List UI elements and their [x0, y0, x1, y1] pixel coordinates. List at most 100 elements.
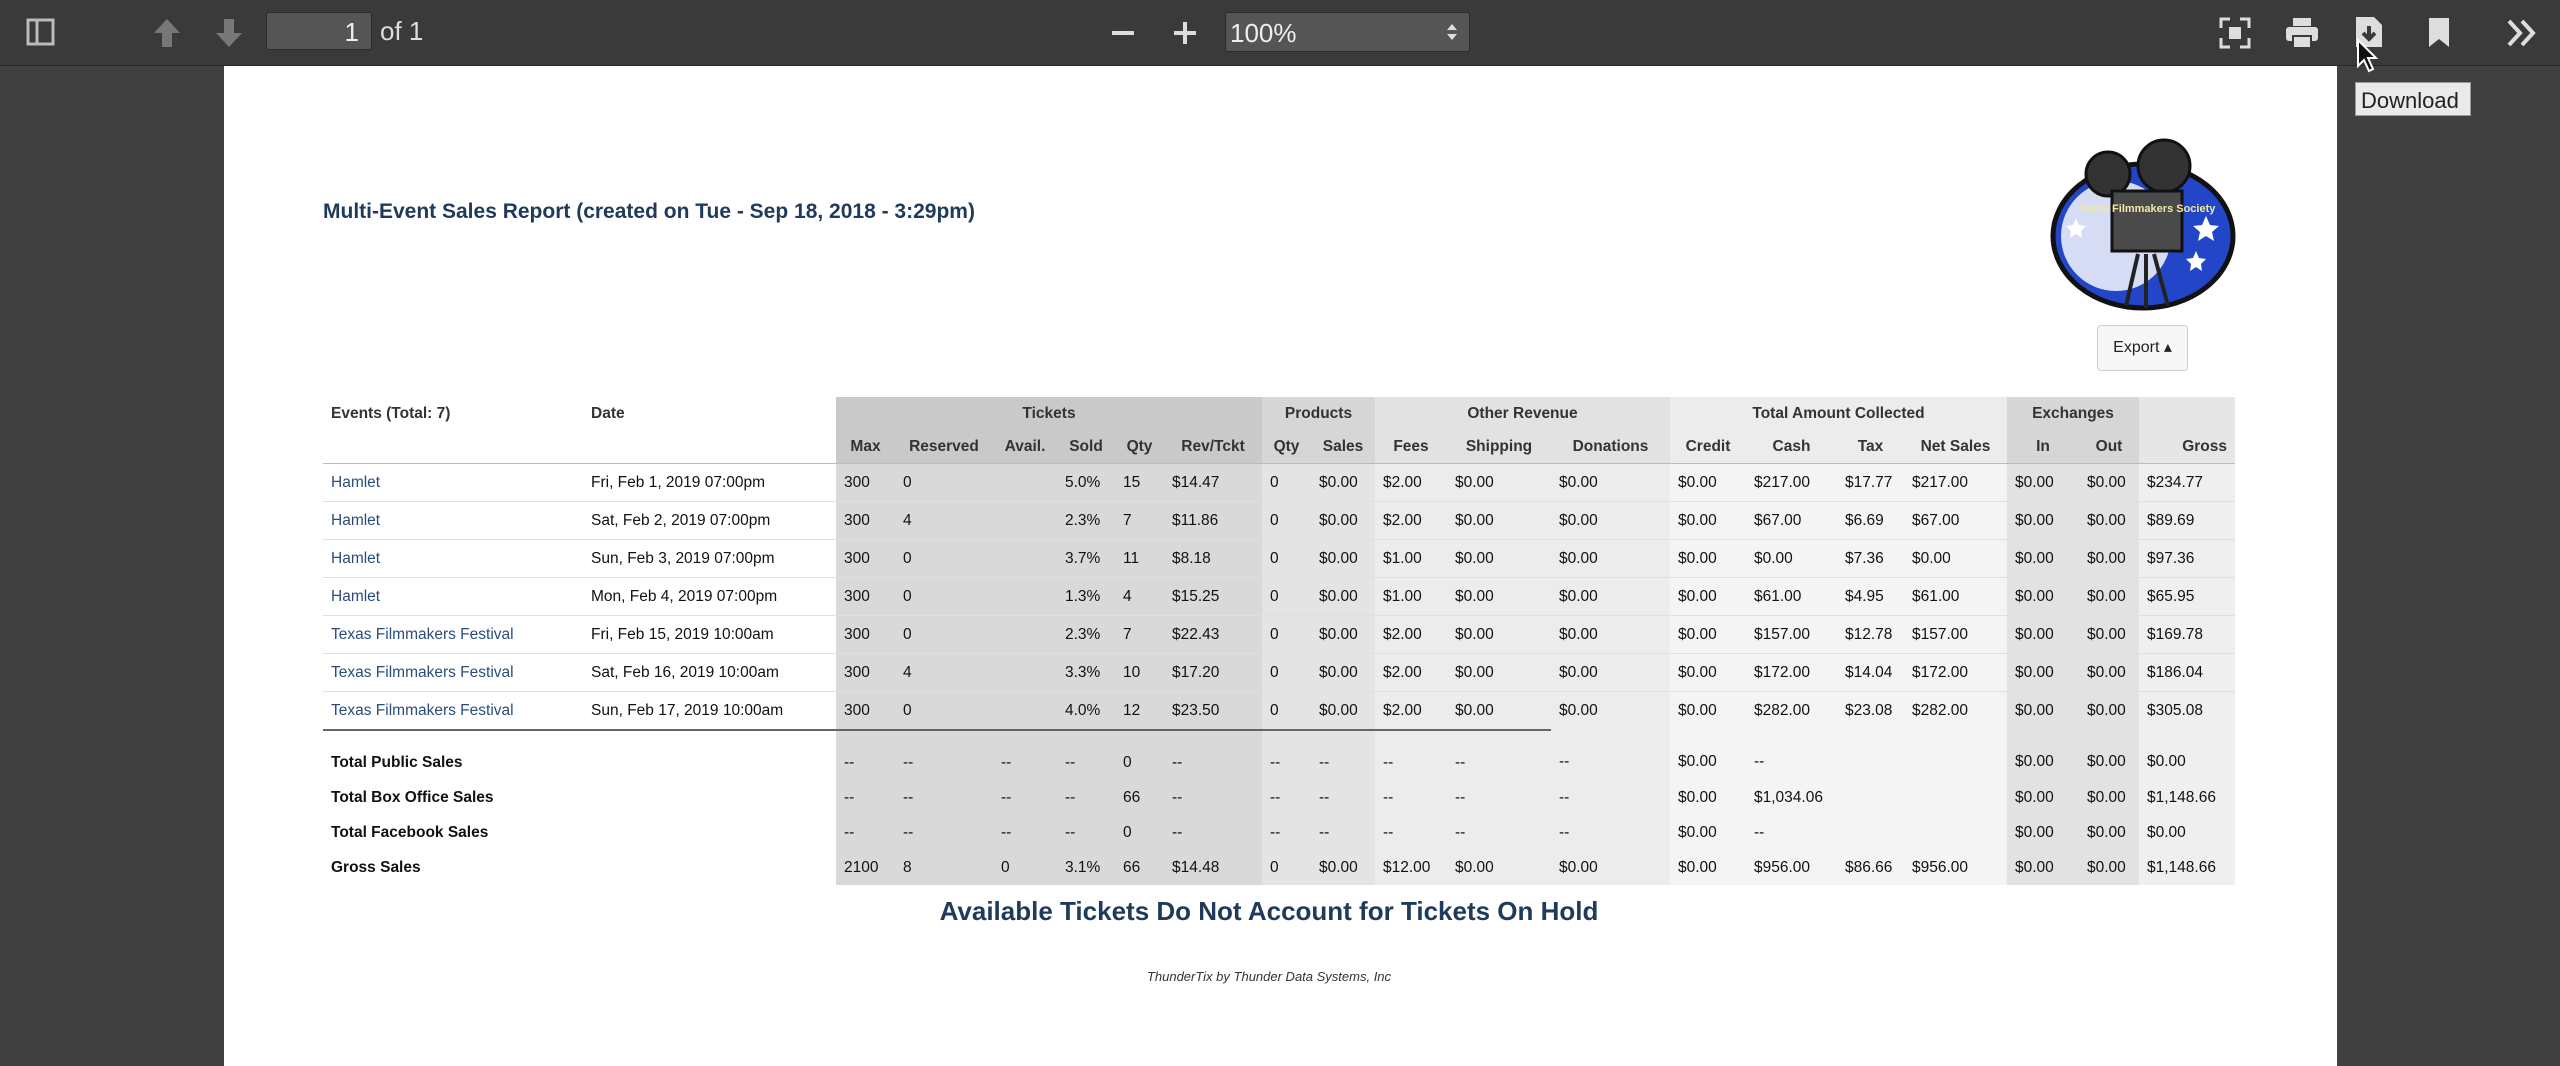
cell: --	[1262, 780, 1311, 815]
cell: 7	[1115, 501, 1164, 540]
cell: $956.00	[1904, 850, 2007, 885]
print[interactable]	[2284, 16, 2320, 50]
cell: $0.00	[1311, 539, 1375, 578]
cell: $0.00	[2139, 815, 2235, 850]
cell: $17.77	[1837, 463, 1904, 502]
column-header: Net Sales	[1904, 430, 2007, 464]
cell: 4	[1115, 577, 1164, 616]
event-link[interactable]: Hamlet	[323, 501, 583, 540]
cell: $0.00	[2139, 730, 2235, 780]
cell	[1904, 730, 2007, 780]
bookmark[interactable]	[2426, 16, 2452, 50]
cell: --	[993, 780, 1057, 815]
tools[interactable]	[2506, 18, 2540, 48]
cell: 0	[1262, 691, 1311, 730]
table-row: Hamlet Mon, Feb 4, 2019 07:00pm 300 0 1.3% 4 $…	[323, 577, 2235, 616]
zoom-in[interactable]	[1170, 18, 1200, 48]
cell: $1,148.66	[2139, 780, 2235, 815]
cell: $0.00	[2007, 691, 2079, 730]
column-header: Avail.	[993, 430, 1057, 464]
cell: --	[1551, 815, 1670, 850]
sidebar-toggle[interactable]	[26, 17, 56, 47]
cell: 2.3%	[1057, 615, 1115, 654]
column-header: Rev/Tckt	[1164, 430, 1262, 464]
cell	[993, 539, 1057, 578]
table-row: Total Box Office Sales -- -- -- -- 66 -- -- -- --…	[323, 780, 2235, 815]
cell	[993, 501, 1057, 540]
cell: 12	[1115, 691, 1164, 730]
column-header: Qty	[1115, 430, 1164, 464]
page-number[interactable]: 1	[266, 12, 372, 50]
event-link[interactable]: Texas Filmmakers Festival	[323, 653, 583, 692]
cell	[1837, 780, 1904, 815]
sales-table: Events (Total: 7) Date Tickets Products Othe…	[323, 397, 2235, 885]
cell: $1.00	[1375, 577, 1447, 616]
cell: $23.08	[1837, 691, 1904, 730]
cell: $14.48	[1164, 850, 1262, 885]
table-row: Total Facebook Sales -- -- -- -- 0 -- -- -- -- -- -…	[323, 815, 2235, 850]
cell: 0	[1262, 463, 1311, 502]
cell: --	[1262, 729, 1311, 780]
cell: $157.00	[1746, 615, 1837, 654]
cell: 0	[1262, 653, 1311, 692]
cursor	[2357, 38, 2379, 73]
cell: $0.00	[1311, 691, 1375, 730]
cell: $0.00	[1551, 539, 1670, 578]
cell: $0.00	[1670, 730, 1746, 780]
cell: $0.00	[1670, 463, 1746, 502]
cell: 8	[895, 850, 993, 885]
total-label: Gross Sales	[331, 858, 421, 876]
cell: 300	[836, 501, 895, 540]
event-link[interactable]: Hamlet	[323, 463, 583, 502]
cell: 300	[836, 653, 895, 692]
table-row: Texas Filmmakers Festival Fri, Feb 15, 20…	[323, 615, 2235, 654]
event-link[interactable]: Hamlet	[323, 577, 583, 616]
cell: --	[1551, 730, 1670, 780]
cell: $0.00	[1447, 539, 1551, 578]
cell: $0.00	[1447, 850, 1551, 885]
cell: $2.00	[1375, 463, 1447, 502]
cell: $0.00	[1746, 539, 1837, 578]
presentation-mode[interactable]	[2218, 16, 2252, 50]
group-header: Tickets	[836, 397, 1262, 430]
group-header	[2139, 397, 2235, 430]
cell: 0	[1115, 815, 1164, 850]
event-link[interactable]: Texas Filmmakers Festival	[323, 615, 583, 654]
cell: $2.00	[1375, 653, 1447, 692]
group-header: Exchanges	[2007, 397, 2139, 430]
cell: $0.00	[2007, 463, 2079, 502]
next-page[interactable]	[212, 16, 246, 50]
column-header: Sales	[1311, 430, 1375, 464]
cell: $0.00	[1670, 780, 1746, 815]
table-row: Events (Total: 7) Date Tickets Products Othe…	[323, 397, 2235, 430]
cell: 2100	[836, 850, 895, 885]
cell: $2.00	[1375, 501, 1447, 540]
cell: 3.7%	[1057, 539, 1115, 578]
cell: $0.00	[2079, 653, 2139, 692]
previous-page[interactable]	[150, 16, 184, 50]
zoom-select[interactable]: 100%	[1225, 12, 1470, 52]
event-link[interactable]: Hamlet	[323, 539, 583, 578]
zoom-out[interactable]	[1108, 18, 1138, 48]
cell: 0	[1262, 850, 1311, 885]
cell	[583, 850, 836, 885]
cell: $0.00	[2007, 501, 2079, 540]
cell: $14.47	[1164, 463, 1262, 502]
group-header: Events (Total: 7)	[331, 404, 451, 422]
cell: --	[1164, 815, 1262, 850]
cell: $0.00	[1670, 653, 1746, 692]
total-label: Total Box Office Sales	[331, 788, 494, 806]
export-button[interactable]: Export ▴	[2097, 325, 2188, 371]
cell: 2.3%	[1057, 501, 1115, 540]
cell: Fri, Feb 1, 2019 07:00pm	[583, 463, 836, 502]
download[interactable]	[2352, 14, 2386, 50]
cell: $0.00	[1311, 463, 1375, 502]
cell: $0.00	[1447, 501, 1551, 540]
cell: $0.00	[1904, 539, 2007, 578]
cell: $282.00	[1746, 691, 1837, 730]
cell: --	[895, 815, 993, 850]
event-link[interactable]: Texas Filmmakers Festival	[323, 691, 583, 730]
cell: 4	[895, 501, 993, 540]
cell: 11	[1115, 539, 1164, 578]
cell: $0.00	[2079, 815, 2139, 850]
